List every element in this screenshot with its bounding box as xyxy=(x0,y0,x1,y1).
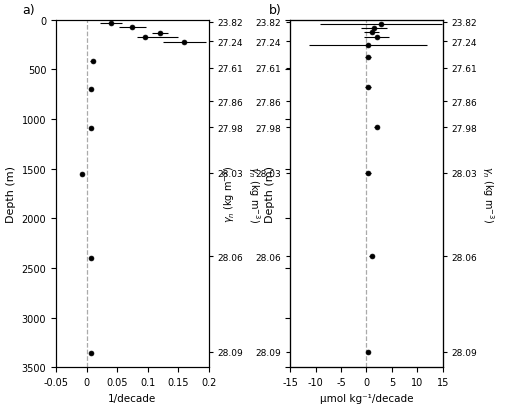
Y-axis label: Depth (m): Depth (m) xyxy=(265,166,275,223)
Text: b): b) xyxy=(269,4,281,17)
Y-axis label: Depth (m): Depth (m) xyxy=(6,166,16,223)
Y-axis label: $\gamma_n$ (kg m$^{-3}$): $\gamma_n$ (kg m$^{-3}$) xyxy=(246,166,262,223)
X-axis label: μmol kg⁻¹/decade: μmol kg⁻¹/decade xyxy=(320,393,413,403)
X-axis label: 1/decade: 1/decade xyxy=(108,393,156,403)
Y-axis label: $\gamma_n$ (kg m$^{-3}$): $\gamma_n$ (kg m$^{-3}$) xyxy=(480,166,496,223)
Y-axis label: $\gamma_n$ (kg m$^{-3}$): $\gamma_n$ (kg m$^{-3}$) xyxy=(221,166,237,223)
Text: a): a) xyxy=(22,4,35,17)
